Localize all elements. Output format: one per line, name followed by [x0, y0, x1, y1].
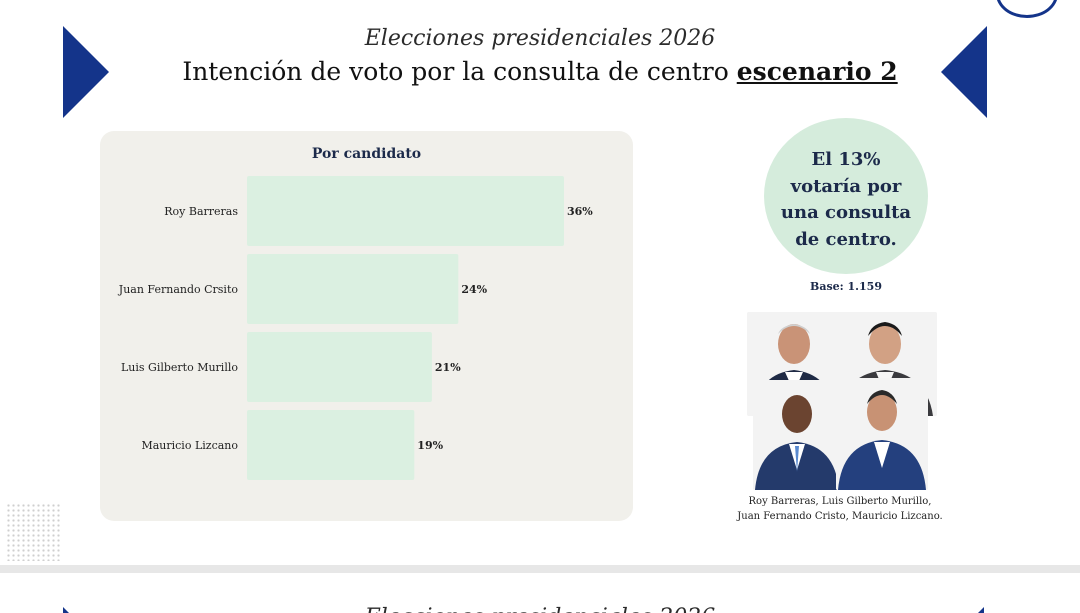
left-triangle-icon	[63, 26, 109, 118]
bar-1	[247, 176, 564, 246]
slide-title-highlight: escenario 2	[736, 57, 898, 86]
caption-line-1: Roy Barreras, Luis Gilberto Murillo,	[748, 496, 932, 507]
dot-pattern-decoration	[6, 503, 60, 561]
bar-2	[247, 254, 459, 324]
next-slide-preview[interactable]: Elecciones presidenciales 2026	[0, 573, 1080, 613]
bar-4	[247, 410, 415, 480]
category-label-1: Roy Barreras	[164, 205, 238, 218]
bubble-line-1: El 13%	[811, 149, 881, 170]
brand-logo-icon	[996, 0, 1058, 18]
bubble-line-3: una consulta	[780, 202, 912, 223]
value-label-2: 24%	[461, 283, 487, 296]
slide: Elecciones presidenciales 2026 Intención…	[0, 0, 1080, 565]
bar-3	[247, 332, 432, 402]
bubble-line-2: votaría por	[790, 175, 902, 197]
sample-base: Base: 1.159	[810, 280, 882, 293]
bar-chart: Roy Barreras 36% Juan Fernando Crsito 24% Lu…	[118, 176, 593, 480]
photo-caption: Roy Barreras, Luis Gilberto Murillo, Jua…	[730, 494, 950, 524]
chart-title: Por candidato	[311, 146, 422, 162]
bubble-text: El 13% votaría por una consulta de centr…	[764, 147, 928, 253]
value-label-4: 19%	[417, 439, 443, 452]
bubble-line-4: de centro.	[795, 228, 897, 250]
category-label-3: Luis Gilberto Murillo	[121, 361, 238, 374]
slide-supertitle: Elecciones presidenciales 2026	[364, 26, 716, 51]
next-right-triangle-icon	[972, 607, 984, 613]
candidate-photo-3	[753, 380, 841, 490]
next-slide-supertitle: Elecciones presidenciales 2026	[0, 605, 1080, 613]
candidate-photo-4	[836, 378, 928, 490]
category-label-2: Juan Fernando Crsito	[118, 283, 239, 296]
next-left-triangle-icon	[63, 607, 75, 613]
highlight-bubble	[764, 118, 928, 274]
value-label-1: 36%	[567, 205, 593, 218]
right-triangle-icon	[941, 26, 987, 118]
category-label-4: Mauricio Lizcano	[141, 439, 238, 452]
slide-title-main: Intención de voto por la consulta de cen…	[182, 57, 737, 86]
value-label-3: 21%	[435, 361, 461, 374]
caption-line-2: Juan Fernando Cristo, Mauricio Lizcano.	[737, 511, 943, 522]
slide-title: Intención de voto por la consulta de cen…	[0, 57, 1080, 86]
